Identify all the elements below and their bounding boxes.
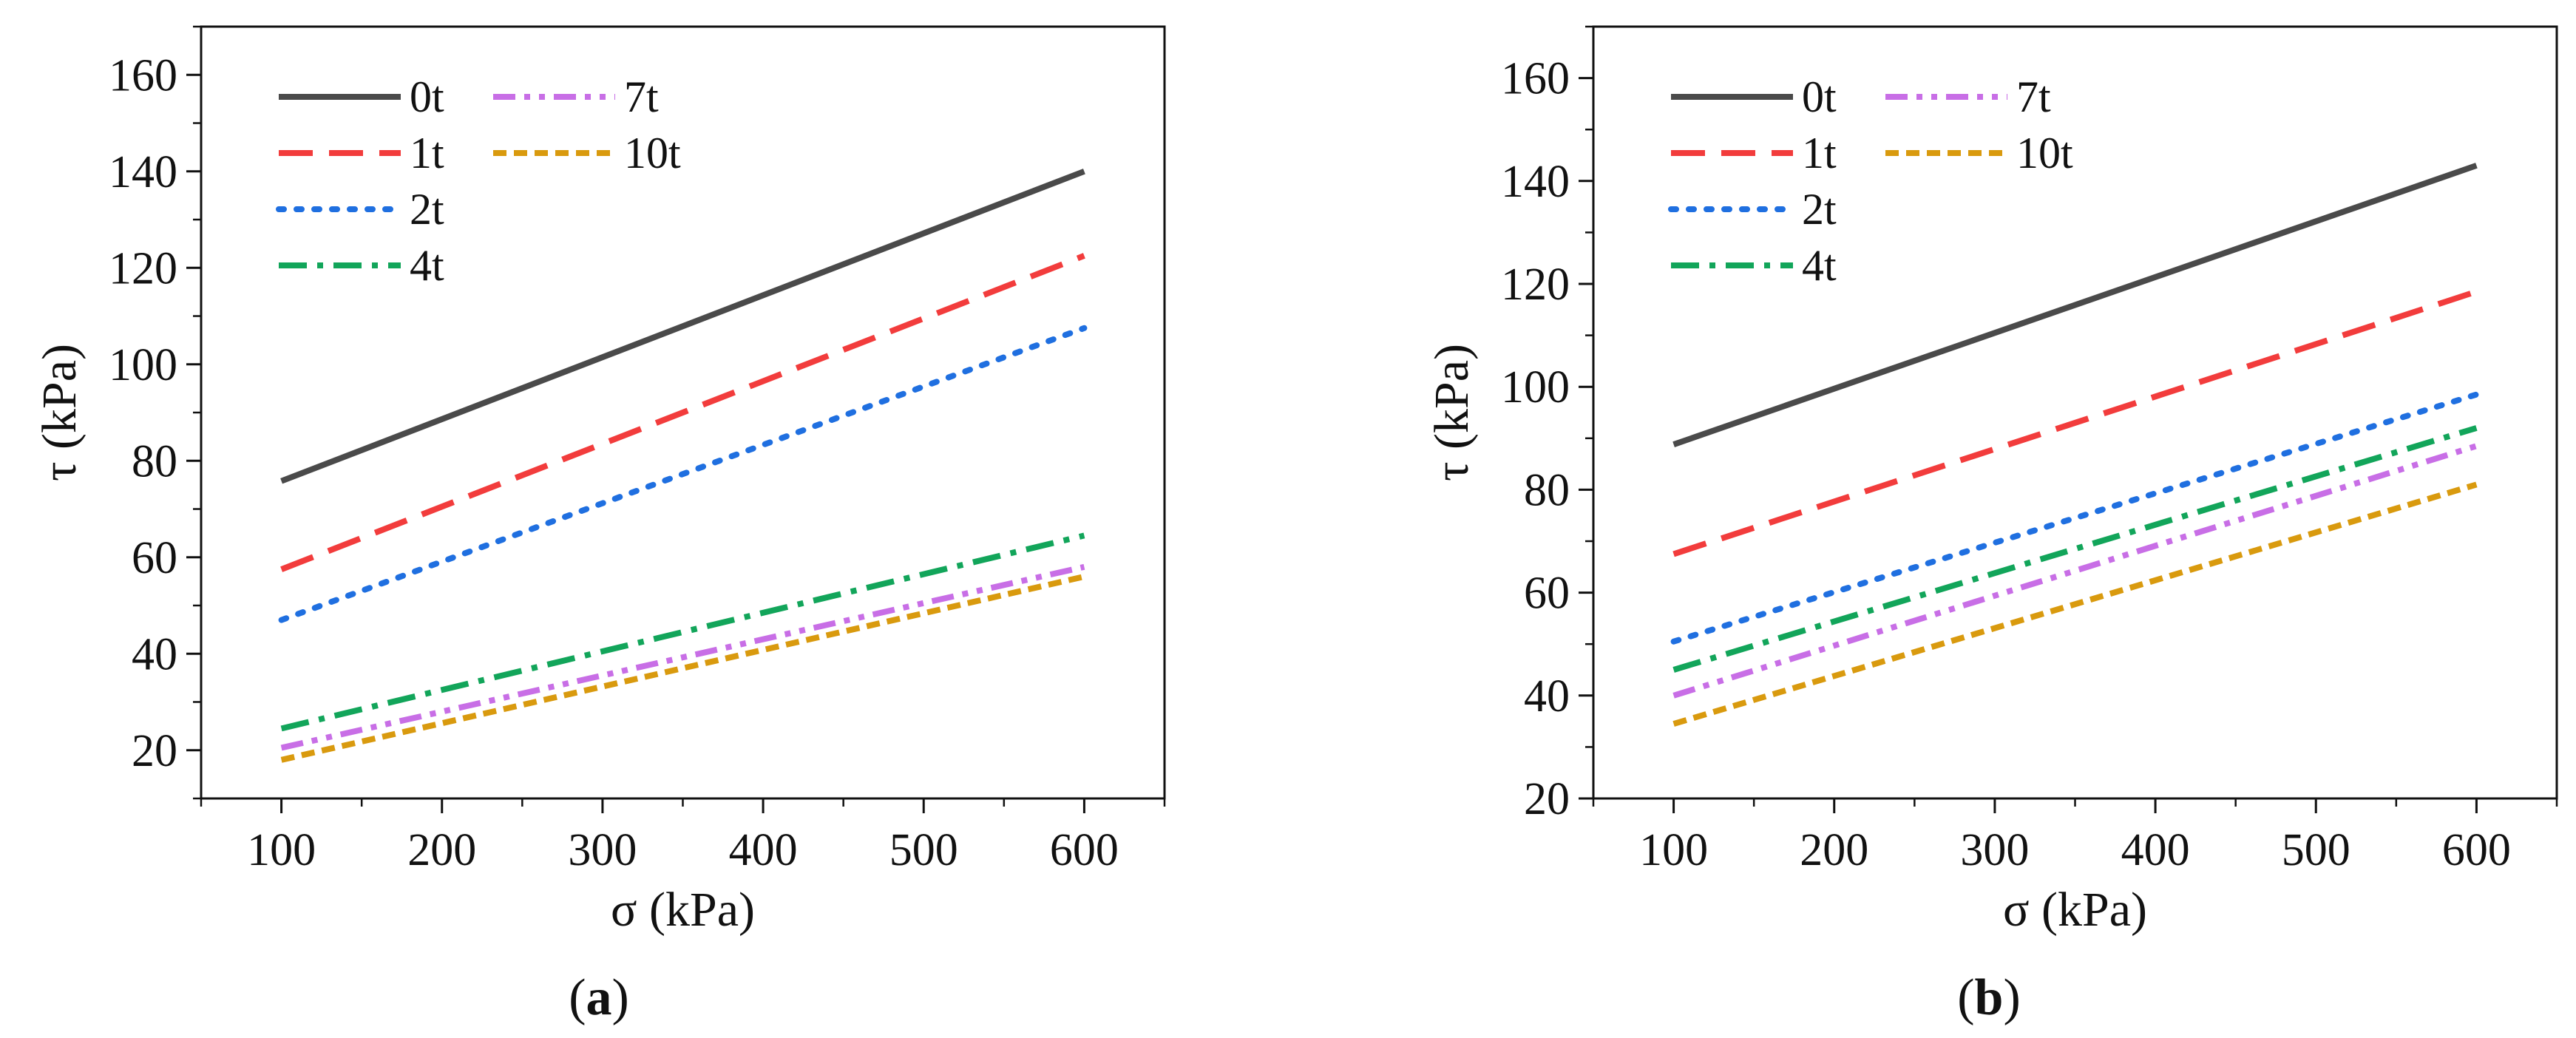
x-tick-label: 500 (2282, 825, 2350, 875)
y-tick-label: 80 (1524, 465, 1570, 515)
legend-label-0t: 0t (1802, 72, 1837, 121)
y-tick-label: 20 (1524, 774, 1570, 824)
y-tick-label: 160 (109, 50, 177, 101)
y-axis-title: τ (kPa) (33, 344, 87, 481)
chart-panel-b: 100 200 300 400 500 600 20 40 60 80 100 120 140 160 σ … (1425, 25, 2558, 1026)
x-tick-label: 100 (247, 825, 316, 875)
legend-label-10t: 10t (624, 129, 681, 177)
panel-label: (b) (1957, 969, 2021, 1026)
series-line-2t (1670, 391, 2480, 645)
series-line-10t (1672, 481, 2478, 727)
legend: 0t 1t 2t 4t 7t 10t (1668, 72, 2073, 290)
y-tick-label: 120 (109, 243, 177, 294)
series-line-10t (280, 574, 1085, 763)
y-tick-label: 40 (132, 629, 177, 679)
y-tick-label: 60 (1524, 569, 1570, 619)
legend-label-4t: 4t (410, 241, 444, 290)
legend-label-1t: 1t (1802, 129, 1837, 177)
series-line-2t (278, 325, 1088, 623)
legend-label-0t: 0t (410, 72, 444, 121)
x-tick-label: 400 (2121, 825, 2190, 875)
x-axis-title: σ (kPa) (611, 883, 755, 937)
x-tick-label: 100 (1639, 825, 1708, 875)
x-tick-label: 200 (1800, 825, 1868, 875)
legend-label-7t: 7t (624, 72, 659, 121)
series-line-0t (1672, 163, 2478, 447)
legend-label-10t: 10t (2016, 129, 2073, 177)
legend-label-4t: 4t (1802, 241, 1837, 290)
x-tick-label: 300 (568, 825, 637, 875)
x-tick-label: 600 (1050, 825, 1119, 875)
x-tick-label: 600 (2442, 825, 2511, 875)
x-tick-label: 400 (729, 825, 798, 875)
x-tick-label: 500 (889, 825, 958, 875)
y-tick-label: 100 (109, 340, 177, 390)
series-line-1t (280, 253, 1085, 572)
y-tick-label: 20 (132, 726, 177, 776)
chart-panel-a: 100 200 300 400 500 600 20 40 60 80 100 120 140 160 σ … (33, 25, 1166, 1026)
y-tick-label: 120 (1501, 260, 1570, 310)
y-tick-label: 80 (132, 436, 177, 486)
series-line-1t (1672, 288, 2478, 557)
y-tick-label: 100 (1501, 362, 1570, 413)
x-axis-title: σ (kPa) (2003, 883, 2147, 937)
y-tick-label: 140 (109, 147, 177, 197)
series-line-0t (280, 169, 1085, 484)
legend-label-7t: 7t (2016, 72, 2051, 121)
series-line-4t (280, 532, 1085, 732)
y-tick-label: 40 (1524, 671, 1570, 722)
plot-frame (1592, 25, 2558, 800)
legend: 0t 1t 2t 4t 7t 10t (276, 72, 681, 290)
y-tick-label: 160 (1501, 54, 1570, 104)
x-tick-label: 300 (1960, 825, 2029, 875)
legend-label-2t: 2t (1802, 185, 1837, 234)
y-tick-label: 140 (1501, 157, 1570, 207)
series-line-7t (280, 563, 1085, 751)
series-line-7t (1672, 443, 2478, 699)
y-axis-title: τ (kPa) (1425, 344, 1479, 481)
legend-label-2t: 2t (410, 185, 444, 234)
panel-label: (a) (569, 969, 629, 1026)
y-tick-label: 60 (132, 533, 177, 583)
x-tick-label: 200 (407, 825, 476, 875)
series-line-4t (1672, 425, 2478, 673)
legend-label-1t: 1t (410, 129, 444, 177)
